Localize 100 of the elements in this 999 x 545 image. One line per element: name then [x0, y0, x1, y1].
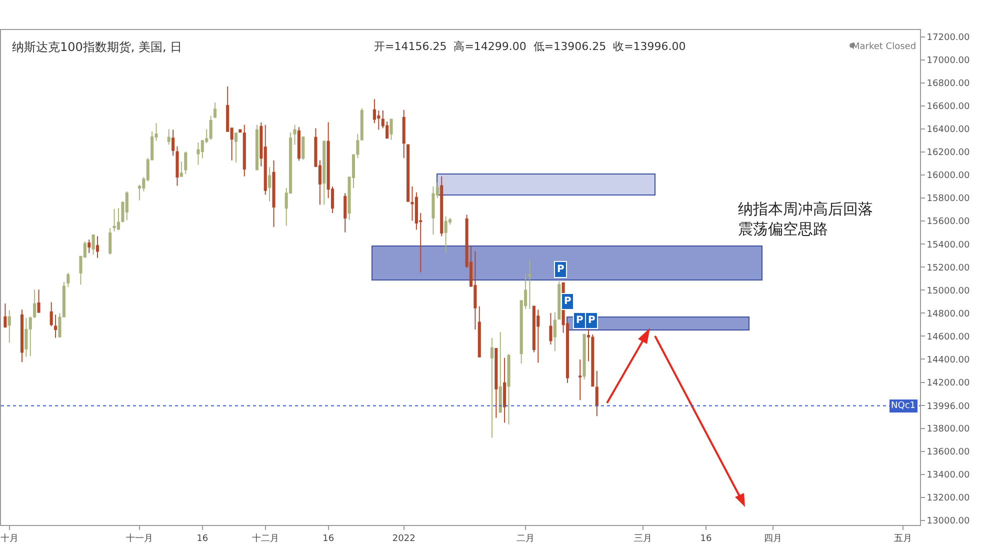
candlestick: [255, 124, 259, 170]
y-tick-label: 13600.00: [926, 447, 970, 458]
y-tick-label: 15000.00: [926, 286, 970, 296]
candlestick: [242, 124, 246, 177]
y-tick-label: 15400.00: [926, 240, 970, 250]
candlestick: [478, 306, 481, 358]
candlestick: [28, 316, 32, 357]
candlestick: [293, 124, 296, 146]
candlestick: [558, 280, 561, 320]
ref-line-label: NQc1: [891, 401, 916, 411]
annotation: Market Closed: [852, 42, 916, 52]
x-tick-label: 十二月: [252, 532, 279, 544]
y-tick-label: 17000.00: [926, 56, 970, 66]
y-tick-label: 16200.00: [926, 148, 970, 158]
candlestick: [582, 334, 586, 380]
candlestick: [196, 142, 200, 166]
y-tick-label: 13000.00: [926, 516, 970, 527]
y-tick-label: 13200.00: [926, 494, 970, 504]
candlestick: [528, 259, 532, 310]
candlestick: [322, 140, 326, 206]
y-tick-label: 17200.00: [926, 33, 970, 44]
x-tick-label: 十一月: [126, 532, 153, 544]
y-tick-label: 15800.00: [926, 194, 970, 204]
y-tick-label: 16000.00: [926, 171, 970, 182]
candlestick: [176, 146, 179, 186]
y-tick-label: 14200.00: [926, 378, 970, 388]
y-tick-label: 14400.00: [926, 355, 970, 366]
candlestick: [507, 353, 510, 425]
candlestick: [184, 150, 188, 175]
candlestick: [444, 216, 448, 254]
y-tick-label: 13800.00: [926, 424, 970, 434]
x-tick-label: 16: [322, 534, 334, 544]
x-tick-label: 五月: [894, 534, 912, 544]
candlestick: [490, 337, 494, 438]
x-tick-label: 16: [700, 534, 712, 544]
candlestick: [234, 132, 238, 163]
candlestick: [172, 129, 175, 156]
candlestick: [578, 358, 582, 401]
candlestick: [553, 312, 556, 352]
candlestick: [264, 124, 267, 196]
x-tick-label: 三月: [634, 534, 652, 544]
text: 纳斯达克100指数期货, 美国, 日: [12, 40, 182, 54]
candlestick: [92, 234, 95, 256]
candlestick: [37, 289, 40, 314]
candlestick: [209, 115, 212, 140]
candlestick: [406, 144, 410, 202]
candlestick: [88, 239, 91, 254]
candlestick: [54, 314, 58, 338]
candlestick: [116, 207, 120, 231]
candlestick: [402, 109, 406, 159]
candlestick: [302, 136, 305, 160]
candlestick: [96, 236, 100, 258]
y-tick-label: 16400.00: [926, 125, 970, 136]
text: 开=14156.25 高=14299.00 低=13906.25 收=13996.00: [374, 40, 686, 53]
candlestick: [549, 312, 552, 345]
candlestick: [108, 228, 112, 256]
candlestick: [112, 208, 116, 232]
x-tick-label: 四月: [764, 534, 782, 544]
x-tick-label: 二月: [516, 534, 535, 544]
candlestick: [213, 102, 217, 119]
y-tick-label: 14800.00: [926, 309, 970, 320]
candlestick: [595, 370, 598, 417]
candlestick: [344, 192, 347, 233]
candlestick: [432, 186, 435, 236]
candlestick: [20, 309, 24, 363]
candlestick: [167, 128, 170, 146]
candlestick: [494, 348, 498, 418]
y-tick-label: 15600.00: [926, 217, 970, 228]
candlestick: [297, 126, 300, 162]
y-tick-label: 14600.00: [926, 332, 970, 342]
candlestick: [33, 289, 36, 318]
annotation: 纳指本周冲高后回落: [738, 200, 873, 218]
candlestick: [474, 250, 477, 330]
candlestick: [440, 176, 444, 237]
candlestick: [125, 190, 128, 221]
annotation: P: [557, 264, 564, 275]
annotation: P: [576, 315, 584, 326]
y-tick-label: 13400.00: [926, 470, 970, 480]
x-tick-label: 16: [196, 534, 208, 544]
candlestick: [268, 166, 272, 202]
y-tick-label: 16800.00: [926, 79, 970, 90]
y-tick-label: 13996.00: [926, 402, 970, 412]
annotation: 震荡偏空思路: [738, 220, 828, 238]
x-tick-label: 2022: [392, 534, 416, 544]
candlestick: [390, 118, 393, 140]
candlestick: [4, 303, 7, 328]
candlestick: [24, 317, 28, 358]
annotation: P: [564, 296, 572, 307]
candlestick: [8, 310, 11, 344]
candlestick: [66, 272, 70, 288]
candlestick: [498, 331, 502, 413]
candlestick: [50, 302, 53, 327]
annotation: P: [588, 315, 596, 326]
candlestick: [536, 309, 540, 364]
candlestick: [503, 357, 506, 424]
y-tick-label: 15200.00: [926, 263, 970, 274]
candlestick: [180, 160, 183, 177]
candlestick: [272, 160, 276, 228]
y-tick-label: 16600.00: [926, 102, 970, 112]
x-tick-label: 十月: [0, 532, 18, 544]
